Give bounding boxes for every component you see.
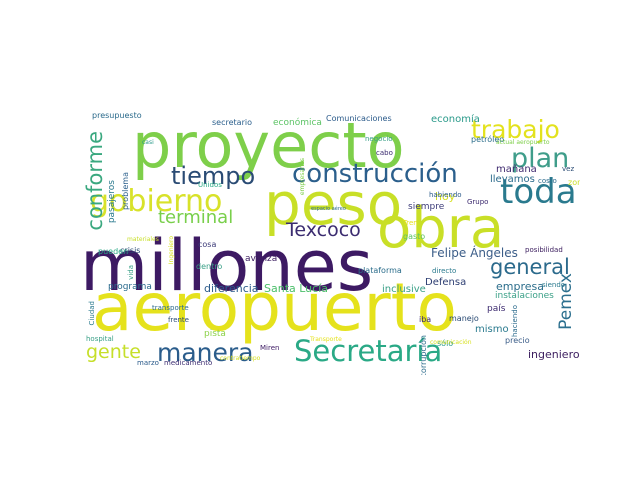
cloud-word: ingeniero <box>528 348 580 361</box>
cloud-word: mañana <box>496 164 537 175</box>
cloud-word: petróleo <box>471 135 505 144</box>
cloud-word: empresarios <box>299 158 306 196</box>
cloud-word: plan <box>511 143 570 174</box>
cloud-word: inclusive <box>382 284 426 295</box>
cloud-word: diferencia <box>204 282 259 295</box>
cloud-word: plataforma <box>358 266 402 275</box>
cloud-word: manejo <box>449 314 479 323</box>
cloud-word: pista <box>204 329 226 339</box>
cloud-word: Transporte <box>310 336 342 343</box>
cloud-word: terminal <box>158 207 234 228</box>
cloud-word: precio <box>505 336 530 345</box>
cloud-word: posibilidad <box>525 246 563 254</box>
cloud-word: cabo <box>376 149 393 157</box>
cloud-word: manera <box>157 338 254 367</box>
cloud-word: directo <box>432 267 457 275</box>
cloud-word: espacio aéreo <box>311 206 346 212</box>
cloud-word: Ingeniero <box>168 236 175 265</box>
cloud-word: Comunicaciones <box>326 114 392 123</box>
cloud-word: mismo <box>475 324 509 335</box>
cloud-word: vez <box>562 165 575 173</box>
cloud-word: haciendo <box>511 305 519 337</box>
cloud-word: proyecto <box>132 109 405 182</box>
cloud-word: gasto <box>403 232 426 241</box>
cloud-word: gobierno <box>90 184 223 219</box>
word-cloud: millones aeropuerto proyecto peso obra toda co… <box>80 105 580 376</box>
cloud-word: negocio <box>365 135 393 143</box>
cloud-word: Unidos <box>198 181 222 189</box>
cloud-word: crisis <box>120 246 141 255</box>
cloud-word: zona <box>568 178 580 187</box>
cloud-word: pasajeros <box>107 180 117 224</box>
cloud-word: Texcoco <box>286 219 361 241</box>
cloud-word: empresa <box>496 280 544 293</box>
cloud-word: toda <box>500 172 577 212</box>
cloud-word: sólo <box>437 339 454 348</box>
cloud-word: iba <box>419 315 432 324</box>
cloud-word: pueden <box>98 247 129 256</box>
cloud-word: país <box>487 304 506 314</box>
cloud-word: economía <box>431 114 480 125</box>
cloud-word: transporte <box>152 304 189 312</box>
cloud-word: frente <box>168 316 189 324</box>
cloud-word: llevamos <box>490 174 535 185</box>
cloud-word: millones <box>80 225 374 307</box>
cloud-word: conforme <box>83 131 107 231</box>
cloud-word: materiales <box>127 236 159 243</box>
cloud-word: Tren <box>403 219 418 227</box>
cloud-word: obra <box>377 196 505 261</box>
cloud-word: peso <box>264 170 403 238</box>
cloud-word: económica <box>273 118 322 128</box>
cloud-word: Grupo <box>467 198 489 206</box>
cloud-word: hospital <box>86 335 114 343</box>
cloud-word: casi <box>142 139 154 146</box>
cloud-word: Miren <box>260 344 280 352</box>
cloud-word: gente <box>86 341 141 363</box>
cloud-word: Santa Lucía <box>264 282 328 295</box>
cloud-word: comunicación <box>430 339 472 346</box>
cloud-word: tiempo <box>171 162 256 190</box>
cloud-word: medicamento <box>164 359 213 367</box>
cloud-word: construcción <box>292 159 458 189</box>
cloud-word: corrupción <box>419 335 428 375</box>
cloud-word: vida <box>127 265 135 280</box>
cloud-word: problema <box>121 172 130 211</box>
cloud-word: dentro <box>196 262 223 271</box>
cloud-word: cosa <box>198 240 217 249</box>
cloud-word: trabajo <box>471 115 560 144</box>
cloud-word: actual aeropuerto <box>496 139 550 146</box>
cloud-word: Secretaría <box>294 334 443 368</box>
cloud-word: siempre <box>408 202 445 212</box>
cloud-word: avanza <box>245 254 278 264</box>
cloud-word: contratiempo <box>220 355 261 362</box>
cloud-word: secretario <box>212 118 252 127</box>
cloud-word: presupuesto <box>92 111 142 120</box>
cloud-word: Felipe Ángeles <box>431 246 518 260</box>
cloud-word: general <box>490 255 570 279</box>
cloud-word: aeropuerto <box>92 269 457 346</box>
cloud-word: programa <box>108 282 152 292</box>
cloud-word: siendo <box>542 281 566 289</box>
cloud-word: marzo <box>137 359 159 367</box>
cloud-word: Ciudad <box>88 301 96 326</box>
cloud-word: Defensa <box>425 277 467 288</box>
cloud-word: instalaciones <box>495 291 554 301</box>
cloud-word: costo <box>538 177 557 185</box>
cloud-word: habiendo <box>429 191 462 199</box>
cloud-word: hoy <box>435 190 456 203</box>
